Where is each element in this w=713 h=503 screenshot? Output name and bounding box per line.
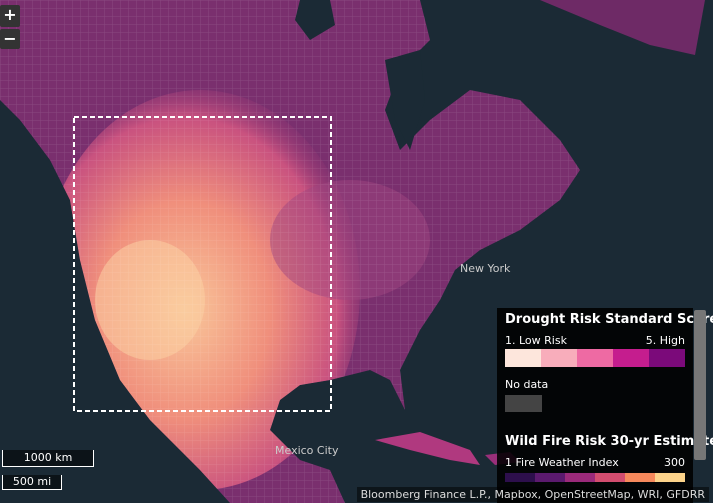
selection-box (73, 116, 332, 412)
city-label: New York (460, 262, 511, 275)
zoom-in[interactable]: + (0, 5, 20, 27)
legend: Drought Risk Standard Score 1. Low Risk … (497, 308, 713, 503)
legend-swatch (577, 349, 613, 367)
legend-high: 5. High (645, 334, 685, 347)
legend-swatches (505, 349, 685, 367)
arctic-water (295, 0, 335, 40)
legend-swatch (655, 473, 685, 482)
zoom-out[interactable]: − (0, 29, 20, 49)
legend-high: 300 (664, 456, 685, 469)
scrollbar[interactable] (694, 310, 706, 460)
legend-low: 1 Fire Weather Index (505, 456, 619, 469)
legend-swatch (505, 473, 535, 482)
legend-title: Drought Risk Standard Score (505, 312, 713, 327)
legend-swatch (595, 473, 625, 482)
legend-swatch (535, 473, 565, 482)
legend-nodata: No data (505, 378, 549, 391)
legend-swatch (505, 349, 541, 367)
legend-swatch (649, 349, 685, 367)
greenland (540, 0, 705, 55)
legend-swatch (565, 473, 595, 482)
hudson-bay (385, 50, 425, 150)
legend-swatch (625, 473, 655, 482)
legend-swatches (505, 473, 685, 482)
scale-mi: 500 mi (2, 475, 62, 490)
scale-km: 1000 km (2, 450, 94, 467)
attribution: Bloomberg Finance L.P., Mapbox, OpenStre… (356, 487, 709, 502)
legend-low: 1. Low Risk (505, 334, 567, 347)
legend-swatch (541, 349, 577, 367)
city-label: Mexico City (275, 444, 339, 457)
legend-title: Wild Fire Risk 30-yr Estimate (505, 434, 713, 449)
nodata-swatch (505, 395, 542, 412)
cuba (375, 432, 480, 465)
legend-swatch (613, 349, 649, 367)
